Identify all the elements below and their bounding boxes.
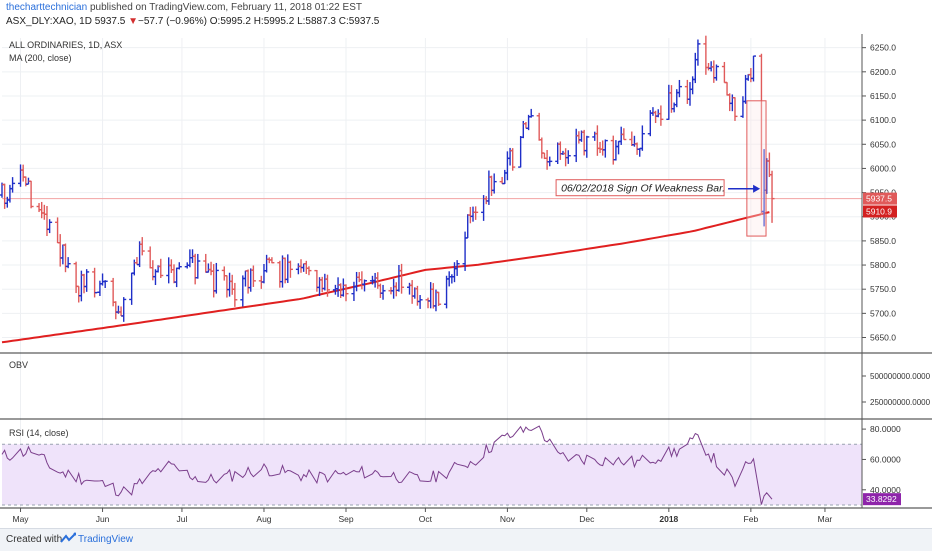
ma-value-badge bbox=[863, 205, 897, 218]
time-tick-label: Jul bbox=[177, 514, 188, 524]
time-tick-label: Aug bbox=[256, 514, 271, 524]
publish-line: thecharttechnician published on TradingV… bbox=[6, 2, 362, 13]
close-label: C: bbox=[338, 16, 349, 27]
obv-tick-label: 500000000.0000 bbox=[870, 372, 931, 381]
time-tick-label: Jun bbox=[96, 514, 110, 524]
open-value: 5995.2 bbox=[220, 16, 251, 27]
obv-tick-label: 250000000.0000 bbox=[870, 398, 931, 407]
rsi-line bbox=[1, 425, 773, 505]
time-tick-label: Oct bbox=[419, 514, 433, 524]
down-arrow-icon: ▼ bbox=[128, 16, 139, 27]
grid-lines bbox=[2, 38, 862, 508]
tradingview-brand[interactable]: TradingView bbox=[78, 534, 134, 545]
time-tick-label: Sep bbox=[338, 514, 353, 524]
open-label: O: bbox=[209, 16, 221, 27]
annotation-box bbox=[555, 179, 725, 197]
rsi-value-badge bbox=[863, 493, 901, 506]
price-change: −57.7 (−0.96%) bbox=[138, 16, 207, 27]
main-pane-title: ALL ORDINARIES, 1D, ASX bbox=[9, 40, 122, 50]
last-price-label: 5937.5 bbox=[866, 194, 892, 204]
arrow-head-icon bbox=[753, 184, 761, 193]
price-tick-label: 6200.0 bbox=[870, 67, 896, 77]
price-tick-label: 6000.0 bbox=[870, 163, 896, 173]
symbol-line: ASX_DLY:XAO, 1D 5937.5 ▼−57.7 (−0.96%) O… bbox=[6, 16, 379, 27]
rsi-tick-label: 80.0000 bbox=[870, 424, 901, 434]
ma-value-label: 5910.9 bbox=[866, 206, 892, 216]
price-tick-label: 6150.0 bbox=[870, 91, 896, 101]
time-tick-label: 2018 bbox=[659, 514, 678, 524]
published-text: published on TradingView.com, February 1… bbox=[87, 2, 362, 13]
rsi-pane[interactable] bbox=[1, 425, 862, 506]
price-tick-label: 5800.0 bbox=[870, 260, 896, 270]
time-tick-label: Nov bbox=[500, 514, 516, 524]
annotation-text: 06/02/2018 Sign Of Weakness Bar. bbox=[561, 183, 725, 195]
price-tick-label: 6250.0 bbox=[870, 43, 896, 53]
rsi-pane-title: RSI (14, close) bbox=[9, 428, 69, 438]
pane-labels: ALL ORDINARIES, 1D, ASX MA (200, close) … bbox=[9, 40, 122, 438]
footer-bar: Created with TradingView bbox=[0, 528, 932, 551]
price-tick-label: 6100.0 bbox=[870, 115, 896, 125]
author-link[interactable]: thecharttechnician bbox=[6, 2, 88, 13]
rsi-tick-label: 60.0000 bbox=[870, 454, 901, 464]
annotation-layer[interactable]: 06/02/2018 Sign Of Weakness Bar. bbox=[555, 100, 767, 237]
time-tick-label: Feb bbox=[744, 514, 759, 524]
low-value: 5887.3 bbox=[305, 16, 336, 27]
price-tick-label: 5700.0 bbox=[870, 308, 896, 318]
rsi-tick-label: 40.0000 bbox=[870, 485, 901, 495]
tradingview-logo-icon[interactable] bbox=[60, 532, 76, 546]
created-with-label: Created with bbox=[6, 534, 63, 545]
high-label: H: bbox=[253, 16, 264, 27]
axis-layer: 5650.05700.05750.05800.05850.05900.05950… bbox=[0, 34, 932, 524]
ma200-line bbox=[1, 211, 770, 344]
rsi-value-label: 33.8292 bbox=[866, 494, 897, 504]
chart-canvas[interactable]: 06/02/2018 Sign Of Weakness Bar. 5650.0 5… bbox=[0, 34, 932, 528]
time-tick-label: Dec bbox=[579, 514, 595, 524]
last-price-badge bbox=[863, 192, 897, 205]
price-tick-label: 5850.0 bbox=[870, 236, 896, 246]
ohlc-bars bbox=[0, 35, 775, 322]
time-tick-label: May bbox=[12, 514, 29, 524]
price-tick-label: 5650.0 bbox=[870, 333, 896, 343]
ma-indicator-label: MA (200, close) bbox=[9, 53, 72, 63]
close-value: 5937.5 bbox=[348, 16, 380, 27]
high-value: 5995.2 bbox=[263, 16, 295, 27]
price-tick-label: 6050.0 bbox=[870, 139, 896, 149]
last-price: 5937.5 bbox=[94, 16, 126, 27]
price-tick-label: 5750.0 bbox=[870, 284, 896, 294]
highlight-box bbox=[746, 100, 767, 237]
publish-header: thecharttechnician published on TradingV… bbox=[0, 0, 932, 34]
obv-pane-title: OBV bbox=[9, 360, 28, 370]
symbol-name: ASX_DLY:XAO, 1D bbox=[6, 16, 92, 27]
time-tick-label: Mar bbox=[818, 514, 833, 524]
low-label: L: bbox=[297, 16, 306, 27]
ma-layer bbox=[1, 198, 862, 344]
price-tick-label: 5950.0 bbox=[870, 188, 896, 198]
